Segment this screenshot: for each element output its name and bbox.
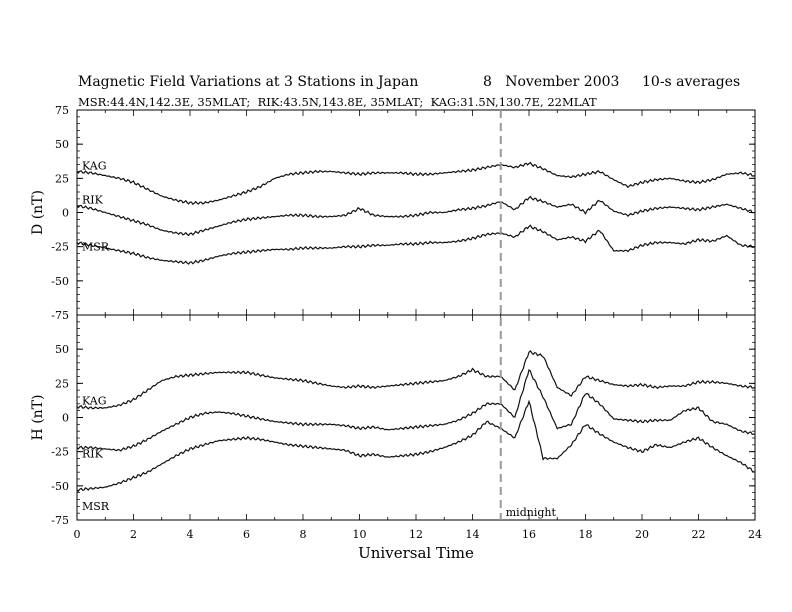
y-tick-label: 50 <box>55 138 69 151</box>
panel-frame-H <box>76 314 756 521</box>
series-line-D-KAG <box>76 161 756 206</box>
x-tick-label: 2 <box>130 528 137 541</box>
station-info: MSR:44.4N,142.3E, 35MLAT; RIK:43.5N,143.… <box>78 95 597 109</box>
y-tick-label: -75 <box>51 309 69 322</box>
x-tick-label: 16 <box>522 528 536 541</box>
x-tick-label: 24 <box>748 528 762 541</box>
y-tick-label: 0 <box>62 412 69 425</box>
series-line-H-KAG <box>76 349 756 410</box>
series-line-D-RIK <box>76 195 756 237</box>
y-tick-label: 75 <box>55 104 69 117</box>
x-tick-label: 20 <box>635 528 649 541</box>
series-label-KAG: KAG <box>82 160 107 173</box>
x-tick-label: 12 <box>409 528 423 541</box>
y-tick-label: -50 <box>51 275 69 288</box>
x-tick-label: 22 <box>692 528 706 541</box>
series-label-RIK: RIK <box>82 448 104 461</box>
y-axis-label: D (nT) <box>30 190 46 235</box>
x-tick-label: 18 <box>579 528 593 541</box>
y-tick-label: 25 <box>55 172 69 185</box>
y-tick-label: 25 <box>55 377 69 390</box>
y-tick-label: 50 <box>55 343 69 356</box>
x-tick-label: 10 <box>353 528 367 541</box>
series-line-H-RIK <box>76 368 756 452</box>
x-tick-label: 14 <box>466 528 480 541</box>
y-axis-label: H (nT) <box>30 395 46 441</box>
y-tick-label: -25 <box>51 241 69 254</box>
x-tick-label: 0 <box>74 528 81 541</box>
series-label-MSR: MSR <box>82 241 110 254</box>
series-line-H-MSR <box>76 399 756 493</box>
series-line-D-MSR <box>76 224 756 265</box>
chart-title: Magnetic Field Variations at 3 Stations … <box>78 74 419 90</box>
series-label-KAG: KAG <box>82 395 107 408</box>
chart-averaging: 10-s averages <box>642 74 741 90</box>
series-label-MSR: MSR <box>82 500 110 513</box>
series-label-RIK: RIK <box>82 194 104 207</box>
y-tick-label: 0 <box>62 207 69 220</box>
panel-frame-D <box>76 109 756 316</box>
y-tick-label: -25 <box>51 446 69 459</box>
y-tick-label: -75 <box>51 514 69 527</box>
midnight-label: midnight <box>506 506 557 519</box>
x-tick-label: 4 <box>187 528 194 541</box>
x-tick-label: 6 <box>243 528 250 541</box>
x-axis-label: Universal Time <box>358 544 474 562</box>
x-tick-label: 8 <box>300 528 307 541</box>
chart-date: 8 November 2003 <box>483 74 620 90</box>
y-tick-label: -50 <box>51 480 69 493</box>
